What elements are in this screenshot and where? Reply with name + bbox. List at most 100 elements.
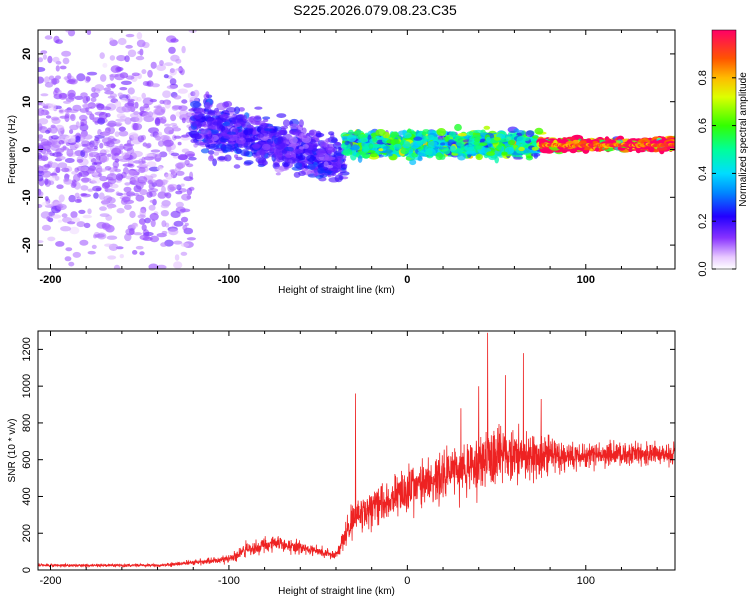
heat-blob — [292, 148, 304, 154]
colorbar — [712, 30, 736, 269]
heat-blob — [473, 141, 480, 146]
heat-blob — [170, 114, 177, 122]
heat-blob — [106, 235, 118, 240]
heat-blob — [423, 135, 430, 140]
heat-blob — [334, 142, 341, 146]
heat-blob — [40, 50, 48, 54]
heat-blob — [159, 60, 164, 66]
heat-blob — [114, 73, 125, 81]
heat-blob — [402, 132, 412, 139]
heat-blob — [133, 232, 143, 236]
heat-blob — [44, 82, 54, 88]
heat-blob — [56, 155, 66, 161]
heat-blob — [82, 96, 89, 104]
heat-blob — [75, 135, 81, 143]
heat-blob — [39, 167, 45, 172]
heat-blob — [64, 114, 70, 123]
snr-x-tick-label: 100 — [577, 575, 595, 587]
heat-blob — [181, 193, 192, 201]
heat-blob — [86, 30, 92, 35]
heat-blob — [498, 141, 503, 147]
snr-frame — [37, 330, 676, 571]
heat-blob — [368, 143, 374, 150]
heat-blob — [97, 279, 108, 285]
heat-blob — [136, 97, 142, 102]
heat-blob — [159, 151, 168, 158]
heat-blob — [110, 65, 121, 73]
heat-blob — [369, 152, 378, 158]
heat-blob — [243, 138, 254, 143]
heat-blob — [307, 163, 316, 170]
heat-blob — [131, 72, 140, 77]
heat-blob — [89, 144, 94, 152]
heat-blob — [135, 194, 145, 202]
heat-blob — [171, 274, 181, 282]
heat-blob — [233, 123, 242, 128]
heat-blob — [181, 99, 188, 104]
heat-blob — [99, 175, 108, 182]
spectrogram-x-tick-label: -100 — [218, 274, 240, 286]
heat-blob — [40, 93, 49, 97]
heat-blob — [106, 204, 117, 208]
heat-blob — [125, 170, 137, 176]
heat-blob — [473, 129, 484, 134]
heat-blob — [188, 30, 197, 34]
heat-blob — [43, 152, 48, 158]
heat-blob — [317, 167, 325, 174]
heat-blob — [393, 143, 402, 150]
heat-blob — [38, 57, 44, 63]
heat-blob — [138, 15, 145, 21]
spectrogram-y-tick-label: 20 — [21, 48, 33, 60]
heat-blob — [80, 166, 89, 172]
heat-blob — [175, 58, 182, 64]
heat-blob — [168, 46, 176, 54]
heat-blob — [427, 141, 438, 147]
heat-blob — [148, 188, 159, 193]
heat-blob — [38, 204, 43, 208]
heat-blob — [460, 145, 466, 151]
heat-blob — [95, 233, 105, 238]
heat-blob — [233, 164, 241, 169]
heat-blob — [188, 156, 197, 161]
heat-blob — [303, 135, 308, 139]
heat-blob — [171, 105, 179, 111]
heat-blob — [289, 123, 299, 130]
heat-blob — [157, 140, 165, 147]
heat-blob — [78, 209, 86, 214]
heat-blob — [56, 203, 67, 211]
colorbar-tick-label: 0.4 — [697, 166, 709, 181]
heat-blob — [65, 135, 76, 144]
snr-x-tick-label: 0 — [404, 575, 410, 587]
heat-blob — [80, 193, 88, 196]
heat-blob — [191, 121, 202, 127]
heat-blob — [123, 143, 133, 151]
heat-blob — [114, 158, 120, 163]
heat-blob — [212, 158, 218, 167]
heat-blob — [147, 180, 153, 185]
heat-blob — [306, 155, 316, 162]
heat-blob — [351, 144, 360, 151]
heat-blob — [48, 75, 55, 81]
heat-blob — [342, 148, 353, 157]
heat-blob — [141, 69, 147, 75]
heat-blob — [115, 191, 120, 196]
heat-blob — [162, 140, 171, 147]
heat-blob — [444, 136, 450, 142]
heat-blob — [119, 126, 125, 132]
heat-blob — [104, 23, 110, 27]
heat-blob — [41, 201, 50, 206]
heat-blob — [246, 124, 255, 129]
spectrogram-heatmap — [38, 15, 675, 285]
heat-blob — [58, 194, 65, 203]
heat-blob — [117, 37, 127, 46]
heat-blob — [161, 220, 167, 228]
heat-blob — [38, 145, 43, 150]
heat-blob — [139, 189, 148, 196]
heat-blob — [173, 220, 184, 227]
heat-blob — [175, 170, 185, 176]
heat-blob — [410, 141, 420, 149]
heat-blob — [161, 230, 168, 235]
heat-blob — [157, 191, 167, 199]
heat-blob — [181, 45, 186, 54]
heat-blob — [409, 159, 417, 166]
